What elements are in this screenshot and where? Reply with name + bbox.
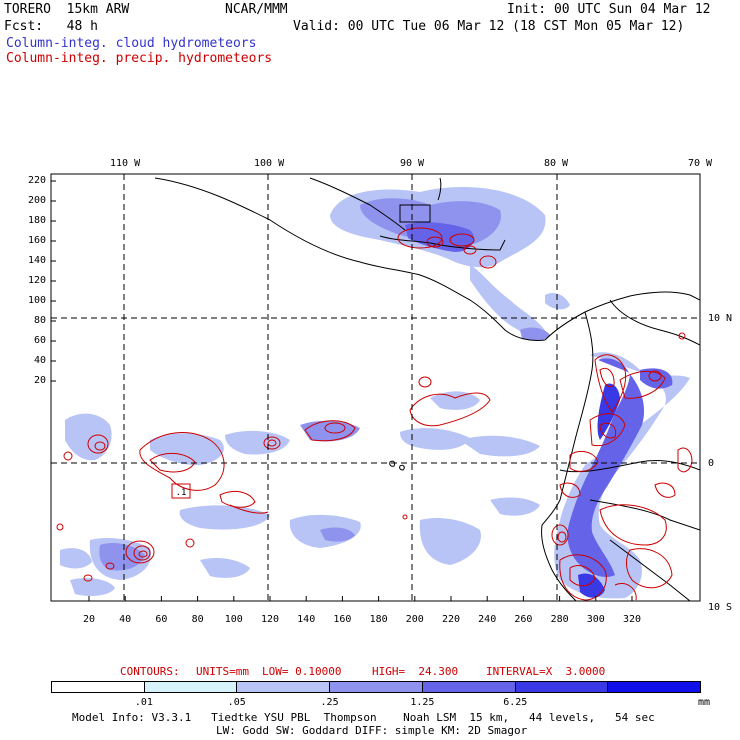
lon-label-80w: 80 W xyxy=(544,158,569,169)
x-tick-label: 180 xyxy=(369,614,388,625)
y-tick-label: 160 xyxy=(27,235,46,246)
colorbar-tick-label: .25 xyxy=(320,697,339,708)
model-title: TORERO 15km ARW xyxy=(4,2,130,17)
y-tick-label: 60 xyxy=(33,335,46,346)
y-tick-label: 120 xyxy=(27,275,46,286)
colorbar-tick-label: .05 xyxy=(227,697,246,708)
grid-lines xyxy=(51,174,700,601)
y-tick-label: 40 xyxy=(33,355,46,366)
y-axis xyxy=(51,180,56,382)
x-tick-label: 80 xyxy=(191,614,204,625)
y-tick-label: 220 xyxy=(27,175,46,186)
map-frame xyxy=(50,173,701,602)
contour-info-high: HIGH= 24.300 xyxy=(372,665,459,678)
y-tick-label: 100 xyxy=(27,295,46,306)
x-tick-label: 280 xyxy=(550,614,569,625)
organization-label: NCAR/MMM xyxy=(225,2,288,17)
colorbar-bin xyxy=(329,682,422,692)
init-time: Init: 00 UTC Sun 04 Mar 12 xyxy=(507,2,711,17)
valid-time: Valid: 00 UTC Tue 06 Mar 12 (18 CST Mon … xyxy=(293,19,685,34)
colorbar-bin xyxy=(607,682,701,692)
x-tick-label: 240 xyxy=(478,614,497,625)
lat-label-10n: 10 N xyxy=(708,313,733,324)
lat-label-10s: 10 S xyxy=(708,602,733,613)
x-tick-label: 160 xyxy=(333,614,352,625)
colorbar-bin xyxy=(236,682,330,692)
y-tick-label: 20 xyxy=(33,375,46,386)
colorbar xyxy=(51,681,701,693)
model-info-line2: LW: Godd SW: Goddard DIFF: simple KM: 2D… xyxy=(216,724,528,737)
x-tick-label: 140 xyxy=(297,614,316,625)
contour-info-contours: CONTOURS: xyxy=(120,665,180,678)
x-axis xyxy=(88,596,633,601)
x-tick-label: 60 xyxy=(155,614,168,625)
colorbar-units: mm xyxy=(698,697,711,708)
lon-label-100w: 100 W xyxy=(254,158,285,169)
x-tick-label: 120 xyxy=(260,614,280,625)
legend-cloud: Column-integ. cloud hydrometeors xyxy=(6,36,257,51)
x-tick-label: 260 xyxy=(514,614,533,625)
y-tick-label: 180 xyxy=(27,215,46,226)
contour-value-label: .1 xyxy=(176,488,187,498)
colorbar-bin xyxy=(52,682,144,692)
colorbar-tick-label: .01 xyxy=(134,697,153,708)
x-tick-label: 20 xyxy=(82,614,96,625)
model-info-line1: Model Info: V3.3.1 Tiedtke YSU PBL Thomp… xyxy=(72,711,655,724)
x-tick-label: 40 xyxy=(119,614,132,625)
lon-label-90w: 90 W xyxy=(400,158,425,169)
colorbar-bin xyxy=(421,682,515,692)
forecast-hour: Fcst: 48 h xyxy=(4,19,98,34)
lon-label-70w: 70 W xyxy=(688,158,713,169)
contour-info-low: LOW= 0.10000 xyxy=(262,665,342,678)
lat-label-0: 0 xyxy=(708,458,715,469)
colorbar-tick-label: 6.25 xyxy=(503,697,528,708)
legend-precip: Column-integ. precip. hydrometeors xyxy=(6,51,273,66)
colorbar-bin xyxy=(514,682,608,692)
colorbar-bin xyxy=(143,682,237,692)
x-tick-label: 200 xyxy=(405,614,424,625)
x-tick-label: 220 xyxy=(441,614,461,625)
contour-info-interval: INTERVAL=X 3.0000 xyxy=(486,665,606,678)
y-tick-label: 140 xyxy=(27,255,46,266)
colorbar-tick-label: 1.25 xyxy=(410,697,435,708)
precip-contours xyxy=(56,227,693,601)
y-tick-label: 200 xyxy=(27,195,46,206)
x-tick-label: 320 xyxy=(622,614,642,625)
y-tick-label: 80 xyxy=(33,315,46,326)
x-tick-label: 100 xyxy=(224,614,243,625)
contour-info-units: UNITS=mm xyxy=(196,665,249,678)
contour-label-box xyxy=(171,483,191,499)
x-tick-label: 300 xyxy=(586,614,605,625)
lon-label-110w: 110 W xyxy=(110,158,141,169)
